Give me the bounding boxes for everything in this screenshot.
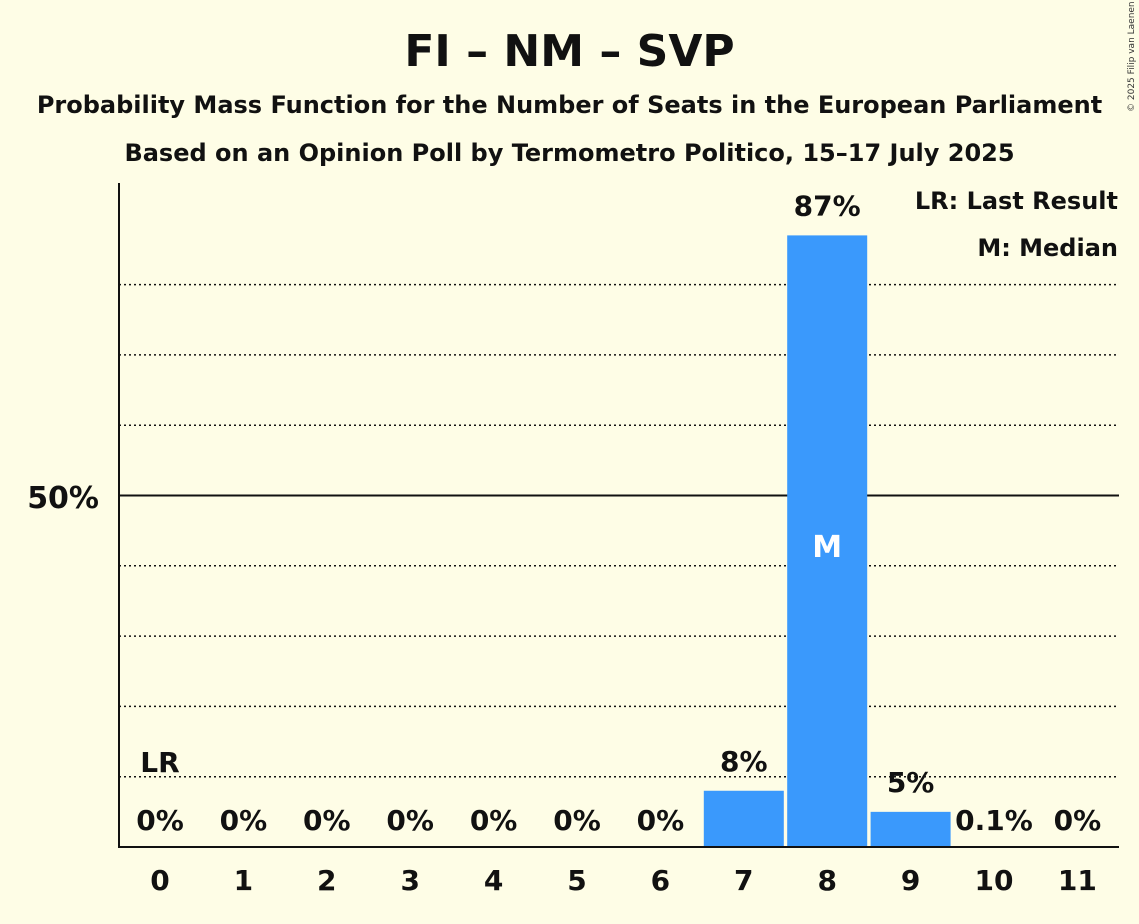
bars [703,235,951,847]
x-tick-label-7: 7 [734,864,753,897]
data-label-9: 5% [887,766,935,799]
bar-9 [870,811,951,847]
x-tick-label-9: 9 [901,864,920,897]
data-label-11: 0% [1054,804,1102,837]
data-label-8: 87% [794,189,861,222]
x-tick-label-6: 6 [651,864,670,897]
data-label-2: 0% [303,804,351,837]
gridlines [119,283,1119,778]
data-label-4: 0% [470,804,518,837]
data-label-1: 0% [220,804,268,837]
x-tick-label-2: 2 [317,864,336,897]
x-tick-label-3: 3 [400,864,419,897]
chart-subtitle-1: Probability Mass Function for the Number… [37,91,1102,119]
x-tick-label-1: 1 [234,864,253,897]
data-label-5: 0% [553,804,601,837]
data-label-7: 8% [720,745,768,778]
bar-8 [787,235,868,847]
legend-last-result: LR: Last Result [915,187,1118,215]
bar-7 [703,790,784,847]
x-tick-label-11: 11 [1058,864,1097,897]
x-tick-label-5: 5 [567,864,586,897]
copyright: © 2025 Filip van Laenen [1127,1,1137,112]
data-label-0: 0% [136,804,184,837]
legend-median: M: Median [977,234,1118,262]
data-label-10: 0.1% [955,804,1033,837]
x-tick-label-0: 0 [150,864,169,897]
chart-title: FI – NM – SVP [404,26,734,77]
median-marker: M [812,530,842,565]
x-tick-label-8: 8 [817,864,836,897]
x-tick-label-10: 10 [975,864,1014,897]
x-tick-label-4: 4 [484,864,503,897]
chart-subtitle-2: Based on an Opinion Poll by Termometro P… [124,139,1014,167]
last-result-marker: LR [140,746,179,779]
y-tick-label-50: 50% [27,481,99,516]
data-label-6: 0% [637,804,685,837]
labels: 0 0% 1 0% 2 0% 3 0% 4 0% 5 0% 6 0% 7 8% 8 87% 9 5% 10 0.1% 11 0… [136,189,1101,897]
data-label-3: 0% [386,804,434,837]
